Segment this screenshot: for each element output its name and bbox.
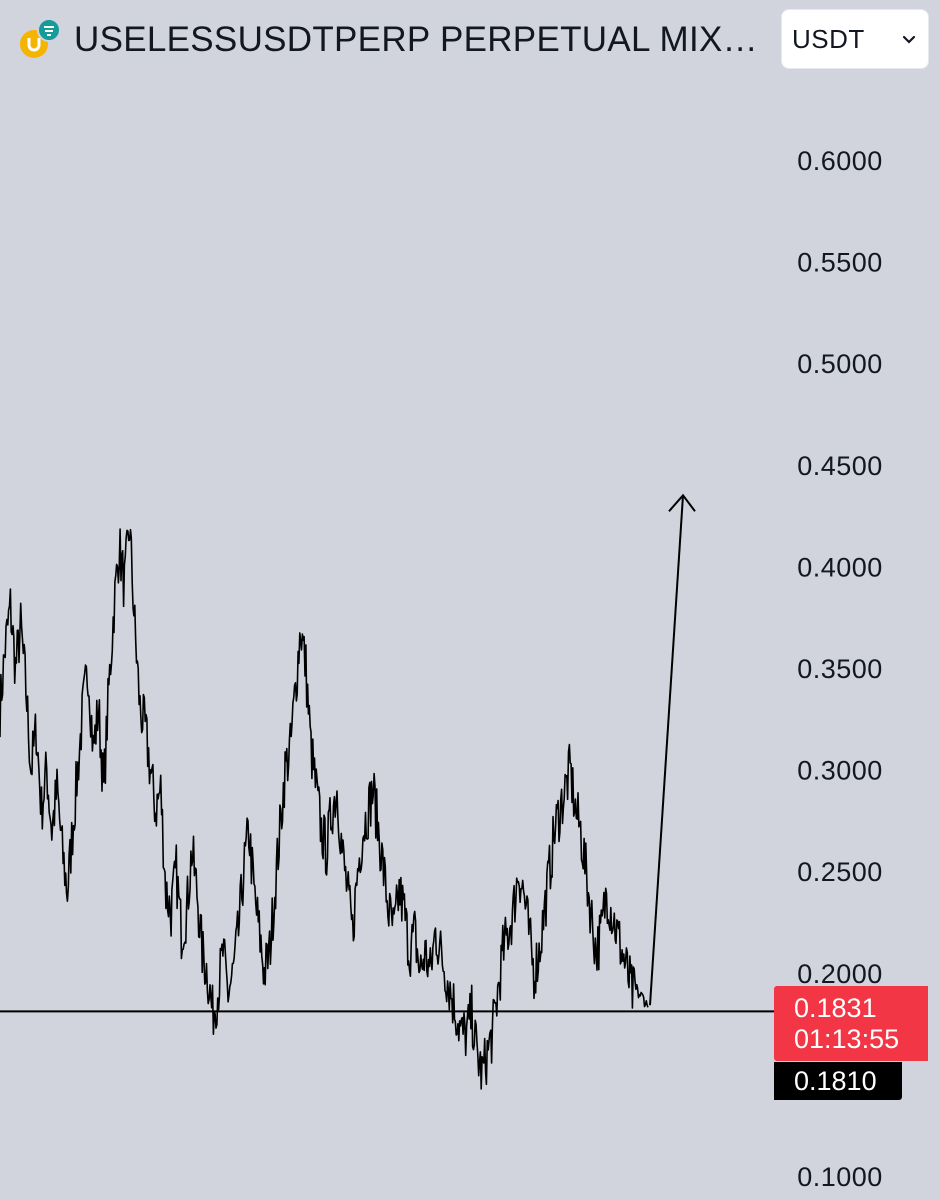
chevron-down-icon (902, 35, 916, 44)
y-tick-label: 0.4500 (797, 451, 883, 481)
useless-coin-logo-icon (20, 18, 61, 58)
projection-arrow-head (668, 493, 696, 512)
plot-area (0, 493, 774, 1090)
y-tick-label: 0.4000 (797, 552, 883, 582)
horizontal-line-label: 0.1810 (774, 1062, 902, 1100)
currency-select[interactable]: USDT (781, 9, 929, 69)
last-price-value: 0.1831 (794, 993, 877, 1023)
chart-header: USELESSUSDTPERP PERPETUAL MIX… USDT (0, 0, 939, 84)
y-tick-label: 0.1000 (797, 1162, 883, 1192)
symbol-title[interactable]: USELESSUSDTPERP PERPETUAL MIX… (74, 20, 758, 59)
y-tick-label: 0.5000 (797, 349, 883, 379)
y-tick-label: 0.2500 (797, 857, 883, 887)
price-axis[interactable]: 0.6000 0.5500 0.5000 0.4500 0.4000 0.3500 0.30… (797, 146, 883, 1192)
projection-arrow-shaft (649, 495, 684, 1006)
currency-select-value: USDT (792, 23, 865, 54)
y-tick-label: 0.5500 (797, 248, 883, 278)
price-series-line (0, 528, 649, 1090)
last-price-badge: 0.1831 01:13:55 (774, 986, 928, 1061)
bar-countdown: 01:13:55 (794, 1024, 900, 1054)
y-tick-label: 0.6000 (797, 146, 883, 176)
y-tick-label: 0.3500 (797, 654, 883, 684)
y-tick-label: 0.2000 (797, 959, 883, 989)
y-tick-label: 0.3000 (797, 756, 883, 786)
